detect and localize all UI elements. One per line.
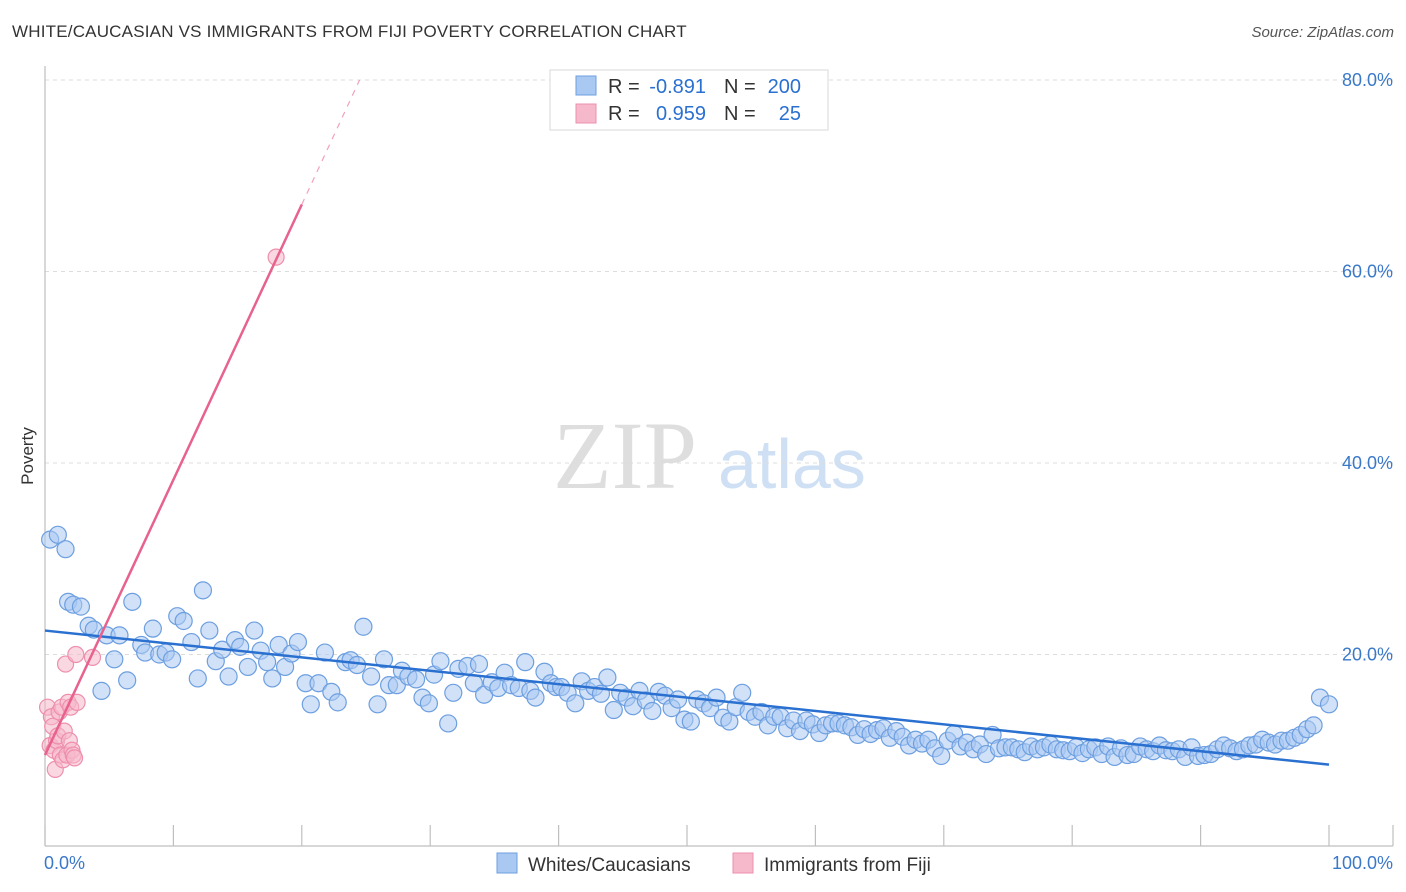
stats-n-label: N =	[724, 76, 756, 98]
point-whites	[516, 653, 535, 672]
point-whites	[431, 652, 450, 671]
y-tick-label: 60.0%	[1342, 262, 1393, 282]
stats-r-label: R =	[608, 76, 640, 98]
point-whites	[309, 674, 328, 693]
stats-n-value: 200	[768, 76, 801, 98]
point-whites	[105, 650, 124, 669]
stats-legend-swatch-blue	[575, 75, 597, 96]
point-whites	[681, 712, 700, 731]
point-whites	[733, 683, 752, 702]
series-whites-points	[41, 525, 1339, 767]
point-whites	[193, 581, 213, 600]
stats-n-value: 25	[779, 103, 801, 125]
point-whites	[123, 592, 142, 611]
tick-labels: 20.0% 40.0% 60.0% 80.0% 0.0% 100.0%	[44, 70, 1393, 873]
legend-swatch-whites	[496, 852, 518, 874]
point-whites	[92, 681, 111, 700]
trend-line-whites	[44, 629, 1330, 766]
point-whites	[258, 653, 277, 672]
trend-line-fiji-extension	[301, 79, 361, 205]
y-axis-label: Poverty	[18, 427, 37, 485]
point-whites	[406, 670, 426, 689]
point-whites	[328, 693, 347, 712]
axes	[44, 66, 1394, 847]
point-whites	[182, 632, 201, 652]
point-whites	[707, 688, 726, 707]
point-whites	[354, 617, 373, 636]
watermark-atlas: atlas	[718, 425, 866, 503]
point-whites	[932, 746, 951, 766]
point-fiji	[67, 645, 85, 664]
point-whites	[188, 669, 207, 688]
point-whites	[200, 621, 219, 640]
point-whites	[444, 683, 463, 702]
point-whites	[439, 714, 458, 733]
point-whites	[245, 621, 264, 640]
trend-line-fiji	[43, 203, 303, 756]
point-whites	[368, 695, 387, 714]
stats-legend-swatch-pink	[575, 103, 597, 124]
grid	[45, 79, 1393, 655]
point-whites	[110, 626, 129, 645]
point-whites	[48, 525, 67, 544]
point-whites	[643, 701, 662, 721]
point-fiji	[65, 749, 84, 767]
stats-legend: R = -0.891 N = 200 R = 0.959 N = 25	[549, 69, 829, 131]
point-whites	[71, 597, 91, 616]
point-whites	[374, 650, 394, 669]
point-whites	[263, 669, 282, 688]
y-tick-label: 40.0%	[1342, 453, 1393, 473]
point-whites	[288, 632, 308, 652]
legend-swatch-fiji	[732, 852, 754, 874]
point-whites	[269, 635, 288, 655]
point-whites	[315, 643, 335, 662]
point-whites	[598, 668, 617, 687]
point-whites	[56, 540, 75, 559]
x-tick-label: 100.0%	[1332, 853, 1393, 873]
point-whites	[526, 688, 545, 707]
point-whites	[668, 690, 688, 709]
point-whites	[362, 667, 381, 686]
source-label: Source: ZipAtlas.com	[1251, 24, 1394, 41]
point-whites	[143, 619, 162, 638]
stats-r-value: -0.891	[649, 76, 706, 98]
x-tick-label: 0.0%	[44, 853, 85, 873]
point-whites	[238, 657, 257, 677]
point-whites	[1319, 695, 1339, 714]
stats-n-label: N =	[724, 103, 756, 125]
point-whites	[219, 667, 238, 686]
legend-label-fiji: Immigrants from Fiji	[764, 855, 931, 876]
point-whites	[347, 655, 367, 675]
trend-lines	[43, 79, 1330, 766]
y-tick-label: 20.0%	[1342, 645, 1393, 665]
stats-r-value: 0.959	[656, 103, 706, 125]
bottom-legend: Whites/Caucasians Immigrants from Fiji	[496, 852, 931, 876]
point-whites	[566, 694, 585, 713]
point-whites	[118, 671, 137, 690]
legend-label-whites: Whites/Caucasians	[528, 855, 691, 876]
point-whites	[174, 611, 193, 631]
point-whites	[1304, 716, 1323, 735]
point-whites	[301, 695, 320, 714]
point-whites	[469, 654, 489, 674]
point-whites	[419, 694, 439, 713]
chart-title: WHITE/CAUCASIAN VS IMMIGRANTS FROM FIJI …	[12, 22, 687, 41]
stats-r-label: R =	[608, 103, 640, 125]
point-whites	[163, 650, 182, 669]
y-tick-label: 80.0%	[1342, 70, 1393, 90]
series-fiji-points	[38, 248, 285, 779]
point-whites	[604, 700, 623, 720]
watermark-zip: ZIP	[553, 402, 697, 509]
